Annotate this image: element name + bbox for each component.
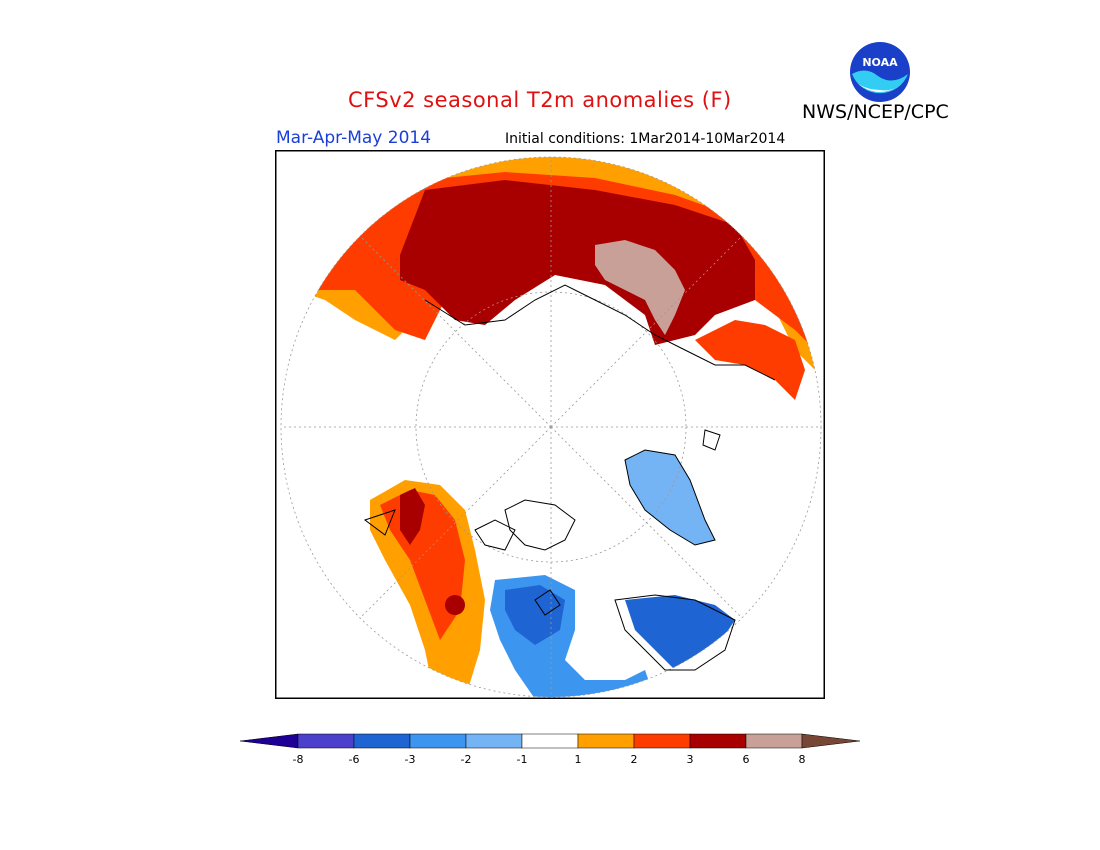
colorbar-swatch	[689, 733, 747, 749]
colorbar-arrow-low	[239, 733, 299, 749]
colorbar-tick-label: 8	[799, 753, 806, 766]
colorbar-swatch	[465, 733, 523, 749]
colorbar-swatch	[297, 733, 355, 749]
anomaly-region-east-asia	[695, 320, 805, 400]
noaa-logo: NOAA	[850, 42, 910, 102]
anomaly-region-western-canada-core	[400, 488, 425, 545]
chart-title: CFSv2 seasonal T2m anomalies (F)	[348, 88, 732, 112]
anomaly-region-hudson	[505, 585, 565, 645]
colorbar-swatch	[633, 733, 691, 749]
initial-conditions: Initial conditions: 1Mar2014-10Mar2014	[505, 131, 786, 147]
colorbar-tick-label: -8	[293, 753, 304, 766]
anomaly-spot-rockies	[445, 595, 465, 615]
colorbar-tick-label: 6	[743, 753, 750, 766]
colorbar-graphic: -8 -6 -3 -2 -1 1 2 3 6 8	[239, 733, 861, 766]
anomaly-region-siberia-core	[595, 240, 685, 335]
colorbar-tick-label: -6	[349, 753, 360, 766]
colorbar-swatch	[353, 733, 411, 749]
colorbar-tick-label: 1	[575, 753, 582, 766]
colorbar-arrow-high	[801, 733, 861, 749]
noaa-logo-text: NOAA	[862, 56, 898, 69]
colorbar: -8 -6 -3 -2 -1 1 2 3 6 8	[238, 730, 862, 770]
colorbar-tick-label: -1	[517, 753, 528, 766]
forecast-period: Mar-Apr-May 2014	[276, 128, 432, 148]
colorbar-tick-label: -3	[405, 753, 416, 766]
colorbar-swatch	[577, 733, 635, 749]
colorbar-tick-label: 3	[687, 753, 694, 766]
agency-label: NWS/NCEP/CPC	[802, 101, 949, 123]
colorbar-tick-label: -2	[461, 753, 472, 766]
colorbar-swatch	[745, 733, 803, 749]
anomaly-region-greenland	[625, 450, 715, 545]
anomaly-map	[275, 150, 825, 699]
colorbar-tick-label: 2	[631, 753, 638, 766]
colorbar-swatch	[409, 733, 467, 749]
colorbar-swatch	[521, 733, 579, 749]
